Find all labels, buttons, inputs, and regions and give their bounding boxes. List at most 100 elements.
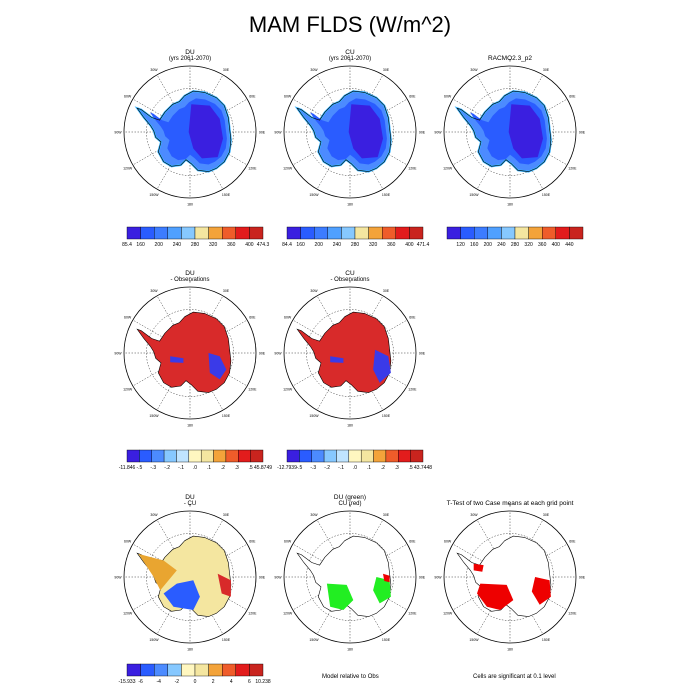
cu_obs-continent (296, 311, 392, 393)
du-meridian-5 (189, 131, 224, 190)
du_cu-meridian-11 (156, 519, 191, 578)
du_cu-cb-box-6 (208, 663, 223, 677)
racmo-cb-box-8 (555, 226, 570, 240)
cu_obs-lon-label-9: 90W (274, 352, 282, 356)
cu-lon-label-11: 30W (310, 68, 318, 72)
du_cu-cb-box-9 (249, 663, 264, 677)
cu_obs-lon-label-8: 120W (283, 388, 293, 392)
du_obs-meridian-10 (132, 319, 191, 354)
cu_obs-lon-label-3: 90E (419, 352, 426, 356)
du-lon-label-7: 150W (149, 193, 159, 197)
du_cu-cb-tick-5: 4 (230, 679, 233, 685)
racmo-cb-box-9 (569, 226, 584, 240)
racmo-cb-box-4 (501, 226, 516, 240)
du_obs-cb-min: -11.846 (119, 465, 136, 471)
du_cu-lon-label-4: 120E (248, 612, 257, 616)
du_obs-lon-label-0: 0 (189, 280, 191, 284)
du_obs-title: DU (185, 270, 195, 277)
cu_obs-cb-tick-1: -.3 (310, 465, 316, 471)
du_obs-lon-label-9: 90W (114, 352, 122, 356)
cu-cb-tick-2: 240 (333, 242, 342, 248)
du_obs-cb-box-2 (151, 449, 165, 463)
cu-cb-tick-4: 320 (369, 242, 378, 248)
du-lon-label-3: 90E (259, 131, 266, 135)
cu-lon-label-10: 60W (284, 95, 292, 99)
sig_obs-green-east (373, 577, 391, 604)
du-cb-box-6 (208, 226, 223, 240)
du-cb-min: 85.4 (122, 242, 132, 248)
du_obs-cb-box-6 (200, 449, 214, 463)
cu-cb-max: 471.4 (417, 242, 430, 248)
du_obs-cb-tick-1: -.3 (150, 465, 156, 471)
du-lon-label-4: 120E (248, 167, 257, 171)
du_cu-cb-tick-6: 6 (248, 679, 251, 685)
ttest-lon-label-6: 180 (507, 648, 513, 652)
cu-cb-box-7 (382, 226, 397, 240)
sig_obs-lon-label-9: 90W (274, 576, 282, 580)
du-lon-label-0: 0 (189, 59, 191, 63)
du_obs-cb-tick-4: .0 (193, 465, 197, 471)
cu-cb-tick-5: 360 (387, 242, 396, 248)
du_cu-lon-label-6: 180 (187, 648, 193, 652)
du_obs-cb-box-3 (163, 449, 177, 463)
racmo-meridian-10 (452, 98, 511, 133)
du-cb-box-5 (194, 226, 209, 240)
du_cu-cb-box-8 (235, 663, 250, 677)
ttest-title: T-Test of two Case means at each grid po… (447, 500, 574, 507)
du_obs-meridian-11 (156, 295, 191, 354)
ttest-lon-label-8: 120W (443, 612, 453, 616)
cu_obs-lon-label-0: 0 (349, 280, 351, 284)
sig_obs-lon-label-4: 120E (408, 612, 417, 616)
ttest-lon-label-3: 90E (579, 576, 586, 580)
du-meridian-10 (132, 98, 191, 133)
cu-cb-box-3 (327, 226, 342, 240)
du_obs-cb-tick-2: -.2 (164, 465, 170, 471)
cu_obs-lat-circle-1 (306, 309, 394, 397)
cu-cb-min: 84.4 (282, 242, 292, 248)
cu_obs-meridian-10 (292, 319, 351, 354)
du_obs-lon-label-4: 120E (248, 388, 257, 392)
racmo-cb-box-7 (542, 226, 557, 240)
du-cb-tick-4: 320 (209, 242, 218, 248)
cu-title: CU (345, 49, 355, 56)
du_obs-cb-box-9 (238, 449, 251, 463)
du_obs-cb-max: 45.8749 (254, 465, 272, 471)
model-relative-note: Model relative to Obs (322, 674, 379, 680)
cu-cb-tick-1: 200 (315, 242, 324, 248)
du_cu-lon-label-10: 60W (124, 540, 132, 544)
sig_obs-lon-label-0: 0 (349, 504, 351, 508)
du_obs-cb-box-0 (126, 449, 140, 463)
du_cu-subtitle: - CU (184, 501, 196, 507)
du-subtitle: (yrs 2061-2070) (169, 56, 211, 62)
sig_obs-green-west (326, 583, 354, 610)
cu-lon-label-8: 120W (283, 167, 293, 171)
du_cu-lon-label-3: 90E (259, 576, 266, 580)
cu_obs-lon-label-10: 60W (284, 316, 292, 320)
du_cu-lon-label-0: 0 (189, 504, 191, 508)
cu_obs-lon-label-2: 60E (409, 316, 416, 320)
du_cu-cb-tick-4: 2 (212, 679, 215, 685)
cu_obs-title: CU (345, 270, 355, 277)
cu-lon-label-2: 60E (409, 95, 416, 99)
du_cu-lon-label-7: 150W (149, 638, 159, 642)
sig_obs-continent (296, 535, 392, 617)
du-cb-box-2 (153, 226, 168, 240)
cu-lon-label-5: 150E (382, 193, 391, 197)
sig_obs-lon-label-6: 180 (347, 648, 353, 652)
sig_obs-subtitle: CU (red) (338, 501, 361, 507)
cu-meridian-10 (292, 98, 351, 133)
panel-racmo: RACMO2.3_p20 30E 60E 90E 120E 150E 180 150W 120W… (434, 55, 585, 248)
ttest-lon-label-2: 60E (569, 540, 576, 544)
du-title: DU (185, 49, 195, 56)
cu_obs-cb-box-3 (323, 449, 337, 463)
cu-cb-box-5 (354, 226, 369, 240)
racmo-cb-box-0 (446, 226, 461, 240)
sig_obs-red-spot (383, 573, 390, 583)
du_cu-cb-box-2 (153, 663, 168, 677)
du-cb-box-8 (235, 226, 250, 240)
racmo-meridian-7 (476, 131, 511, 190)
du-cb-tick-1: 200 (155, 242, 164, 248)
du_obs-cb-tick-8: .5 (249, 465, 253, 471)
